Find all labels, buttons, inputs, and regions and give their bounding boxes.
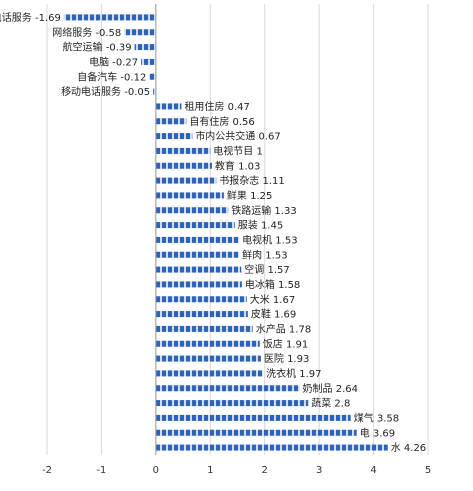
bar bbox=[149, 73, 156, 80]
bar-label: 市内公共交通 0.67 bbox=[195, 130, 280, 143]
bar bbox=[155, 118, 187, 125]
bar bbox=[155, 325, 253, 332]
bar-label: 大米 1.67 bbox=[250, 293, 295, 306]
bar bbox=[155, 192, 224, 199]
bar bbox=[63, 14, 156, 21]
bar-label: 电视机 1.53 bbox=[242, 233, 297, 246]
bar bbox=[155, 444, 388, 451]
bar-label: 电视节目 1 bbox=[213, 144, 263, 157]
bar bbox=[155, 133, 193, 140]
bar bbox=[141, 58, 156, 65]
bar bbox=[153, 88, 156, 95]
bar bbox=[155, 370, 264, 377]
x-tick-label: 3 bbox=[316, 465, 322, 476]
x-tick-label: 5 bbox=[425, 465, 431, 476]
bar bbox=[124, 29, 156, 36]
x-tick-label: 0 bbox=[153, 465, 159, 476]
bar-label: 航空运输 -0.39 bbox=[63, 41, 132, 54]
bar-label: 电冰箱 1.58 bbox=[245, 278, 300, 291]
bar bbox=[134, 44, 156, 51]
bar bbox=[155, 355, 261, 362]
bar-label: 租用住房 0.47 bbox=[184, 100, 249, 113]
x-tick-label: -1 bbox=[96, 465, 106, 476]
bar bbox=[155, 266, 242, 273]
x-axis: -2 -1 0 1 2 3 4 5 bbox=[42, 4, 431, 476]
bar-series bbox=[63, 14, 388, 451]
bar-label: 服装 1.45 bbox=[238, 219, 283, 232]
x-tick-label: 2 bbox=[262, 465, 268, 476]
x-tick-label: 1 bbox=[207, 465, 213, 476]
bar-label: 医院 1.93 bbox=[264, 352, 309, 365]
bar bbox=[155, 251, 240, 258]
bar-label: 电 3.69 bbox=[360, 426, 395, 439]
bar-label: 自备汽车 -0.12 bbox=[77, 70, 146, 83]
bar bbox=[155, 103, 182, 110]
bar bbox=[155, 236, 240, 243]
bar-label: 固定电话服务 -1.69 bbox=[0, 11, 61, 24]
bar-label: 洗衣机 1.97 bbox=[266, 367, 321, 380]
bar-label: 奶制品 2.64 bbox=[303, 382, 358, 395]
bar-label: 蔬菜 2.8 bbox=[311, 398, 350, 410]
bar-label: 电脑 -0.27 bbox=[89, 55, 138, 68]
bar bbox=[155, 207, 229, 214]
bar bbox=[155, 340, 260, 347]
bar-label: 网络服务 -0.58 bbox=[52, 26, 121, 39]
bar bbox=[155, 414, 351, 421]
bar-label: 空调 1.57 bbox=[244, 263, 289, 276]
bar bbox=[155, 281, 242, 288]
bar-label: 水产品 1.78 bbox=[256, 322, 311, 335]
bar-label: 铁路运输 1.33 bbox=[231, 204, 296, 217]
bar-label: 饭店 1.91 bbox=[263, 337, 308, 350]
bar bbox=[155, 222, 235, 229]
bar bbox=[155, 147, 211, 154]
bar-label: 鲜肉 1.53 bbox=[242, 248, 287, 261]
bar bbox=[155, 311, 248, 318]
bar bbox=[155, 162, 212, 169]
bar bbox=[155, 429, 357, 436]
x-tick-label: -2 bbox=[42, 465, 52, 476]
bar-label: 自有住房 0.56 bbox=[189, 115, 254, 128]
x-tick-label: 4 bbox=[370, 465, 376, 476]
bar-label: 书报杂志 1.11 bbox=[219, 174, 284, 187]
bar-label: 水 4.26 bbox=[391, 442, 426, 454]
bar-label: 鲜果 1.25 bbox=[227, 189, 272, 202]
bar bbox=[155, 400, 309, 407]
bar-label: 煤气 3.58 bbox=[354, 411, 399, 424]
bar-label: 移动电话服务 -0.05 bbox=[61, 85, 150, 98]
bar-label: 皮鞋 1.69 bbox=[251, 308, 296, 321]
bar bbox=[155, 296, 247, 303]
bar bbox=[155, 177, 217, 184]
bar-label: 教育 1.03 bbox=[215, 159, 260, 172]
bar bbox=[155, 385, 300, 392]
